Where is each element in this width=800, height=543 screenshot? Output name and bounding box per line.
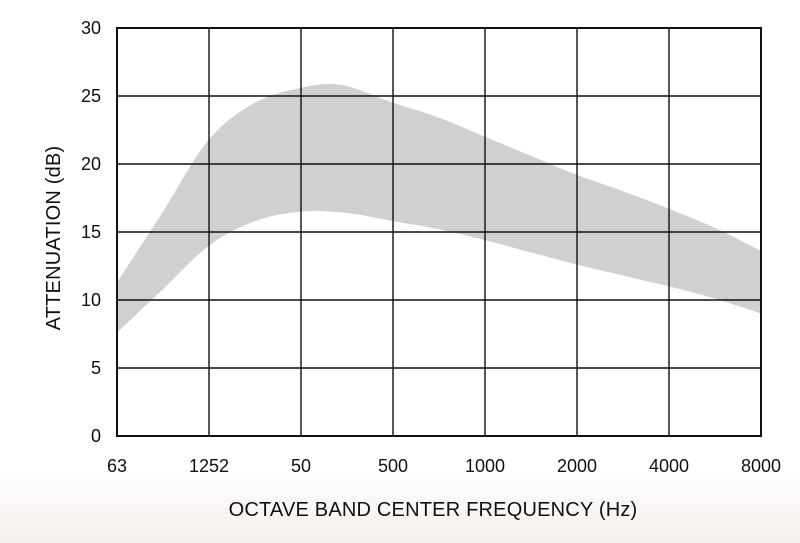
x-axis-title: OCTAVE BAND CENTER FREQUENCY (Hz) bbox=[229, 499, 638, 521]
x-tick-label: 8000 bbox=[741, 456, 781, 476]
x-tick-label: 63 bbox=[107, 456, 127, 476]
x-tick-label: 1252 bbox=[189, 456, 229, 476]
x-tick-label: 4000 bbox=[649, 456, 689, 476]
y-tick-label: 15 bbox=[81, 222, 101, 242]
y-tick-label: 0 bbox=[91, 426, 101, 446]
y-tick-label: 25 bbox=[81, 86, 101, 106]
y-tick-label: 30 bbox=[81, 18, 101, 38]
x-tick-label: 1000 bbox=[465, 456, 505, 476]
attenuation-band bbox=[117, 84, 761, 333]
y-axis-title: ATTENUATION (dB) bbox=[43, 146, 65, 331]
plot-frame bbox=[116, 27, 762, 437]
x-tick-label: 500 bbox=[378, 456, 408, 476]
x-tick-label: 50 bbox=[291, 456, 311, 476]
y-tick-label: 20 bbox=[81, 154, 101, 174]
y-tick-label: 10 bbox=[81, 290, 101, 310]
chart-grid bbox=[116, 27, 762, 437]
y-tick-label: 5 bbox=[91, 358, 101, 378]
x-tick-labels: 63 1252 50 500 1000 2000 4000 8000 bbox=[107, 456, 781, 476]
x-tick-label: 2000 bbox=[557, 456, 597, 476]
y-tick-labels: 0 5 10 15 20 25 30 bbox=[81, 18, 101, 446]
